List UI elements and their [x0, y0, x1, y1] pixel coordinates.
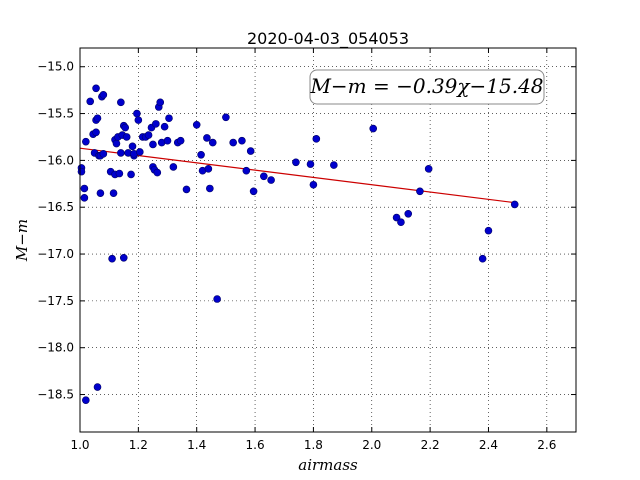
data-point	[121, 123, 130, 132]
data-point	[404, 209, 413, 218]
data-point	[192, 121, 201, 129]
data-point	[156, 98, 165, 107]
data-point	[96, 189, 105, 197]
data-point	[246, 147, 255, 155]
data-point	[397, 218, 405, 227]
data-point	[484, 226, 493, 235]
data-point	[128, 142, 137, 151]
data-point	[93, 114, 102, 123]
x-tick-labels: 1.0 1.2 1.4 1.6 1.8 2.0 2.2 2.4 2.6	[70, 438, 556, 452]
data-point	[92, 84, 100, 93]
data-point	[119, 253, 128, 262]
data-point	[267, 176, 275, 184]
data-point	[92, 128, 100, 137]
data-point	[392, 213, 401, 222]
data-point	[249, 187, 258, 196]
data-point	[197, 150, 205, 159]
data-point	[112, 139, 121, 148]
y-tick-label: −18.0	[37, 341, 74, 355]
data-point	[204, 165, 213, 173]
chart-title: 2020-04-03_054053	[247, 29, 409, 49]
data-point	[152, 120, 160, 128]
data-point	[229, 138, 237, 147]
data-point	[238, 136, 246, 145]
plot-frame	[79, 47, 577, 433]
data-point	[163, 136, 172, 145]
grid-lines	[79, 48, 576, 432]
data-point	[109, 189, 118, 197]
y-tick-label: −15.5	[37, 107, 74, 121]
data-point	[478, 254, 487, 263]
data-point	[153, 168, 162, 177]
data-point	[176, 136, 185, 145]
x-tick-label: 2.6	[537, 438, 556, 452]
x-tick-label: 2.0	[362, 438, 381, 452]
data-point	[134, 116, 143, 124]
data-point	[182, 185, 191, 194]
data-point	[213, 295, 221, 303]
data-point	[203, 134, 211, 142]
data-point	[312, 135, 321, 143]
x-tick-label: 1.0	[70, 438, 89, 452]
data-point	[165, 114, 173, 123]
fit-line-group	[79, 147, 515, 204]
x-tick-label: 1.2	[129, 438, 148, 452]
data-point	[416, 187, 424, 196]
data-point	[86, 97, 95, 106]
x-axis-label: airmass	[298, 456, 358, 474]
data-point	[144, 131, 153, 139]
data-point	[80, 194, 89, 202]
data-point	[330, 161, 338, 169]
axis-ticks	[79, 48, 576, 432]
y-tick-label: −17.5	[37, 294, 74, 308]
y-tick-label: −16.0	[37, 153, 74, 167]
annotation-text: M−m = −0.39χ−15.48	[309, 74, 543, 98]
data-points	[77, 84, 519, 404]
y-tick-labels: −15.0 −15.5 −16.0 −16.5 −17.0 −17.5 −18.0 −18.5	[37, 60, 74, 402]
y-tick-label: −17.0	[37, 247, 74, 261]
data-point	[80, 184, 89, 193]
data-point	[115, 169, 124, 178]
y-axis-label: M−m	[13, 219, 31, 262]
x-tick-label: 1.6	[246, 438, 265, 452]
x-tick-label: 1.4	[187, 438, 206, 452]
x-tick-label: 2.2	[421, 438, 440, 452]
y-tick-label: −18.5	[37, 388, 74, 402]
data-point	[306, 160, 315, 168]
x-tick-label: 1.8	[304, 438, 323, 452]
data-point	[369, 124, 378, 133]
y-tick-label: −15.0	[37, 60, 74, 74]
data-point	[206, 184, 214, 193]
data-point	[77, 167, 86, 176]
data-point	[122, 133, 131, 141]
x-tick-label: 2.4	[479, 438, 498, 452]
data-point	[99, 150, 108, 158]
fit-annotation: M−m = −0.39χ−15.48	[309, 69, 545, 105]
data-point	[169, 163, 178, 171]
data-point	[136, 148, 144, 156]
data-point	[127, 170, 135, 179]
data-point	[309, 180, 318, 189]
y-tick-label: −16.5	[37, 200, 74, 214]
annotation-box	[309, 69, 545, 105]
data-point	[160, 122, 169, 131]
data-point	[424, 165, 433, 173]
data-point	[117, 98, 125, 107]
data-point	[292, 158, 300, 167]
data-point	[93, 383, 102, 391]
data-point	[260, 172, 268, 181]
data-point	[117, 149, 125, 157]
data-point	[133, 109, 141, 118]
data-point	[82, 137, 90, 146]
data-point	[99, 91, 108, 99]
data-point	[108, 254, 116, 263]
data-point	[208, 138, 217, 147]
data-point	[510, 200, 519, 209]
data-point	[222, 113, 230, 122]
data-point	[242, 166, 251, 175]
data-point	[149, 140, 157, 149]
fit-line	[79, 147, 515, 204]
data-point	[82, 396, 90, 404]
